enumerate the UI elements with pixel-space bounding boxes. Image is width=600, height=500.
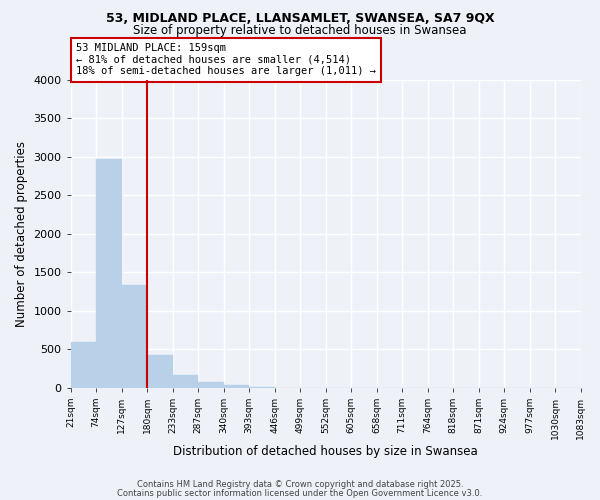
Bar xyxy=(198,382,224,388)
Bar xyxy=(122,286,147,388)
X-axis label: Distribution of detached houses by size in Swansea: Distribution of detached houses by size … xyxy=(173,444,478,458)
Bar xyxy=(249,387,275,388)
Text: Contains public sector information licensed under the Open Government Licence v3: Contains public sector information licen… xyxy=(118,488,482,498)
Text: 53, MIDLAND PLACE, LLANSAMLET, SWANSEA, SA7 9QX: 53, MIDLAND PLACE, LLANSAMLET, SWANSEA, … xyxy=(106,12,494,26)
Text: Contains HM Land Registry data © Crown copyright and database right 2025.: Contains HM Land Registry data © Crown c… xyxy=(137,480,463,489)
Text: 53 MIDLAND PLACE: 159sqm
← 81% of detached houses are smaller (4,514)
18% of sem: 53 MIDLAND PLACE: 159sqm ← 81% of detach… xyxy=(76,44,376,76)
Bar xyxy=(71,342,96,388)
Bar xyxy=(173,374,198,388)
Bar xyxy=(147,356,173,388)
Bar xyxy=(96,159,122,388)
Text: Size of property relative to detached houses in Swansea: Size of property relative to detached ho… xyxy=(133,24,467,37)
Bar xyxy=(224,384,249,388)
Y-axis label: Number of detached properties: Number of detached properties xyxy=(15,140,28,326)
